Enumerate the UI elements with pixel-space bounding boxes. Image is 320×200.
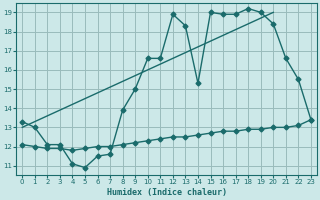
X-axis label: Humidex (Indice chaleur): Humidex (Indice chaleur) [107, 188, 227, 197]
